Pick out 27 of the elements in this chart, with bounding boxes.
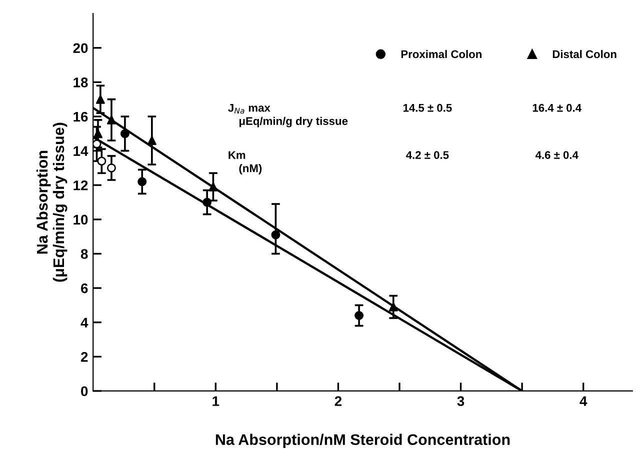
annotation: 4.2 ± 0.5 bbox=[406, 151, 449, 159]
legend-label: Distal Colon bbox=[552, 50, 616, 58]
y-tick-label: 12 bbox=[74, 180, 88, 190]
x-axis-title: Na Absorption/nM Steroid Concentration bbox=[216, 434, 510, 448]
legend-label: Proximal Colon bbox=[401, 50, 482, 58]
y-tick-label: 16 bbox=[74, 112, 88, 122]
annotation: Km bbox=[228, 151, 246, 159]
y-tick-label: 2 bbox=[80, 352, 88, 362]
y-tick-label: 20 bbox=[73, 43, 88, 54]
annotation: μEq/min/g dry tissue bbox=[239, 116, 348, 128]
annotation: J$_{Na}$ max bbox=[228, 104, 270, 114]
annotation: 16.4 ± 0.4 bbox=[532, 104, 582, 112]
y-tick-label: 10 bbox=[74, 214, 88, 225]
y-axis-title: Na Absorption (μEq/min/g dry tissue) bbox=[36, 122, 68, 282]
annotation: 14.5 ± 0.5 bbox=[403, 104, 452, 112]
annotation: (nM) bbox=[239, 164, 262, 174]
x-tick-label: 4 bbox=[580, 396, 588, 406]
x-tick-label: 3 bbox=[457, 396, 464, 406]
y-tick-label: 0 bbox=[81, 386, 88, 396]
y-tick-label: 14 bbox=[74, 146, 88, 156]
y-tick-label: 8 bbox=[80, 249, 88, 259]
y-tick-label: 4 bbox=[80, 318, 88, 328]
y-tick-label: 6 bbox=[81, 283, 88, 294]
x-tick-label: 1 bbox=[212, 396, 220, 406]
y-tick-label: 18 bbox=[74, 78, 88, 88]
annotation: 4.6 ± 0.4 bbox=[535, 151, 578, 159]
x-tick-label: 2 bbox=[334, 396, 342, 406]
